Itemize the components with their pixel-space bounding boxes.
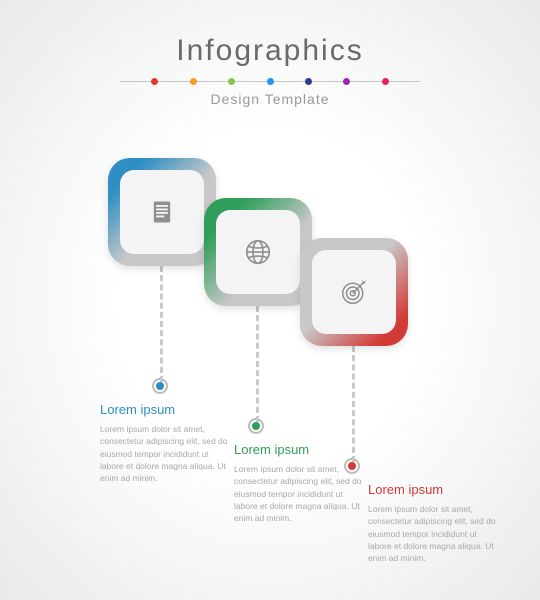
- step-card: [204, 198, 312, 306]
- step-card-inner: [120, 170, 204, 254]
- step-body: Lorem ipsum dolor sit amet, consectetur …: [100, 423, 230, 485]
- step-card: [300, 238, 408, 346]
- target-icon: [339, 277, 369, 307]
- connector-line: [352, 346, 355, 462]
- step-marker-core: [348, 462, 356, 470]
- step-text: Lorem ipsum Lorem ipsum dolor sit amet, c…: [234, 442, 364, 525]
- step-heading: Lorem ipsum: [234, 442, 364, 457]
- step-marker-core: [156, 382, 164, 390]
- step-heading: Lorem ipsum: [368, 482, 498, 497]
- step-card: [108, 158, 216, 266]
- step-marker-core: [252, 422, 260, 430]
- globe-icon: [243, 237, 273, 267]
- step-heading: Lorem ipsum: [100, 402, 230, 417]
- step-card-inner: [312, 250, 396, 334]
- step-body: Lorem ipsum dolor sit amet, consectetur …: [368, 503, 498, 565]
- step-body: Lorem ipsum dolor sit amet, consectetur …: [234, 463, 364, 525]
- connector-line: [256, 306, 259, 422]
- connector-line: [160, 266, 163, 382]
- step-text: Lorem ipsum Lorem ipsum dolor sit amet, c…: [100, 402, 230, 485]
- infographic-stage: Lorem ipsum Lorem ipsum dolor sit amet, c…: [0, 0, 540, 600]
- step-card-inner: [216, 210, 300, 294]
- document-icon: [148, 198, 176, 226]
- step-text: Lorem ipsum Lorem ipsum dolor sit amet, c…: [368, 482, 498, 565]
